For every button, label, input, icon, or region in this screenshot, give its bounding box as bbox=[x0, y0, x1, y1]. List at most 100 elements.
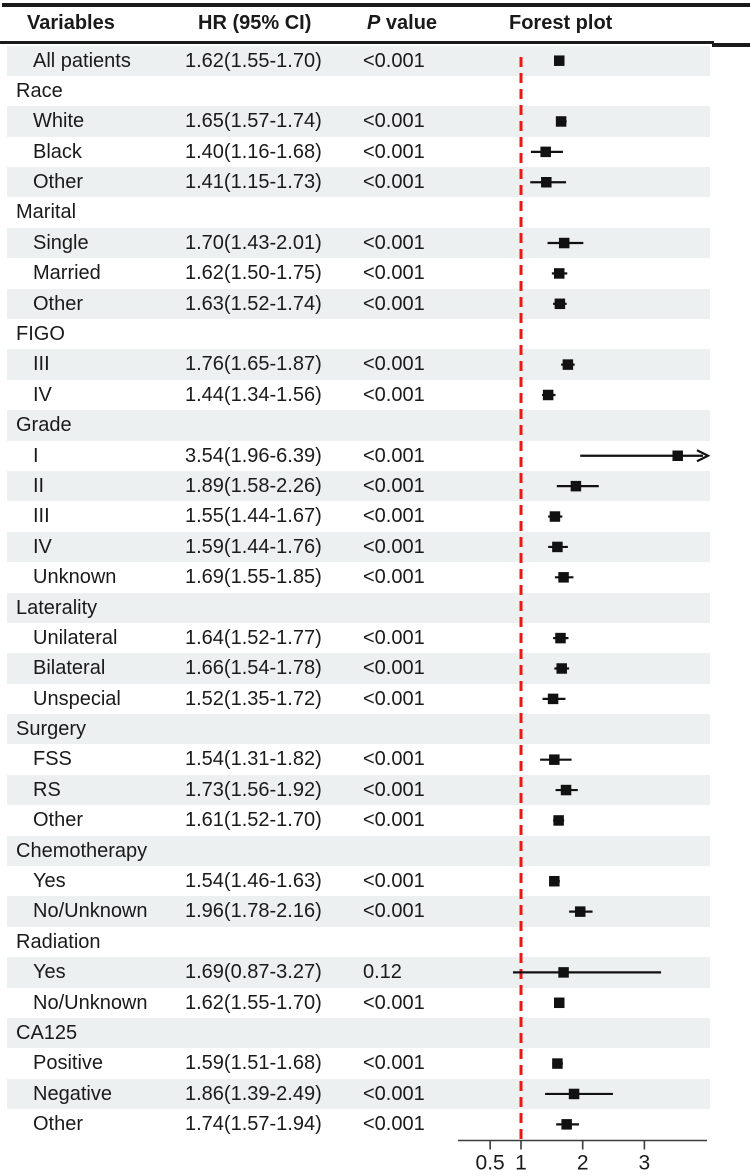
table-row: IV 1.59(1.44-1.76) <0.001 bbox=[0, 531, 750, 563]
hr-ci-value: 1.70(1.43-2.01) bbox=[185, 231, 322, 254]
row-stripe bbox=[7, 470, 710, 502]
p-value: <0.001 bbox=[363, 566, 425, 589]
p-value: <0.001 bbox=[363, 657, 425, 680]
hr-ci-value: 1.62(1.55-1.70) bbox=[185, 991, 322, 1014]
hr-ci-value: 3.54(1.96-6.39) bbox=[185, 444, 322, 467]
p-value: <0.001 bbox=[363, 140, 425, 163]
variable-label: Race bbox=[16, 79, 63, 102]
p-value: <0.001 bbox=[363, 778, 425, 801]
variable-label: White bbox=[33, 110, 85, 133]
hr-ci-value: 1.62(1.55-1.70) bbox=[185, 49, 322, 72]
variable-label: Other bbox=[33, 171, 84, 194]
hr-ci-value: 1.52(1.35-1.72) bbox=[185, 687, 322, 710]
column-header-variables: Variables bbox=[27, 12, 115, 34]
p-value: <0.001 bbox=[363, 383, 425, 406]
variable-label: I bbox=[33, 444, 39, 467]
hr-ci-value: 1.64(1.52-1.77) bbox=[185, 626, 322, 649]
variable-label: CA125 bbox=[16, 1021, 78, 1044]
hr-ci-value: 1.89(1.58-2.26) bbox=[185, 474, 322, 497]
table-row: Black 1.40(1.16-1.68) <0.001 bbox=[0, 137, 750, 167]
table-row: Other 1.41(1.15-1.73) <0.001 bbox=[0, 167, 750, 198]
p-value: <0.001 bbox=[363, 1113, 425, 1136]
row-stripe bbox=[7, 592, 710, 623]
variable-label: III bbox=[33, 505, 50, 528]
row-stripe bbox=[7, 957, 710, 988]
variable-label: IV bbox=[33, 535, 52, 558]
table-row: No/Unknown 1.62(1.55-1.70) <0.001 bbox=[0, 988, 750, 1018]
variable-label: FSS bbox=[33, 748, 72, 771]
table-row: Other 1.63(1.52-1.74) <0.001 bbox=[0, 288, 750, 319]
table-row: Yes 1.54(1.46-1.63) <0.001 bbox=[0, 866, 750, 896]
hr-ci-value: 1.66(1.54-1.78) bbox=[185, 657, 322, 680]
hr-ci-value: 1.74(1.57-1.94) bbox=[185, 1113, 322, 1136]
p-value: <0.001 bbox=[363, 353, 425, 376]
hr-ci-value: 1.61(1.52-1.70) bbox=[185, 809, 322, 832]
table-row: III 1.55(1.44-1.67) <0.001 bbox=[0, 501, 750, 531]
row-stripe bbox=[7, 714, 710, 745]
row-stripe bbox=[7, 288, 710, 319]
group-row: Surgery bbox=[0, 714, 750, 745]
variable-label: Chemotherapy bbox=[16, 839, 148, 862]
p-italic: P bbox=[367, 12, 381, 34]
hr-ci-value: 1.40(1.16-1.68) bbox=[185, 140, 322, 163]
p-value: <0.001 bbox=[363, 687, 425, 710]
table-row: III 1.76(1.65-1.87) <0.001 bbox=[0, 349, 750, 380]
variable-label: III bbox=[33, 353, 50, 376]
p-value: <0.001 bbox=[363, 748, 425, 771]
p-value: <0.001 bbox=[363, 262, 425, 285]
table-row: RS 1.73(1.56-1.92) <0.001 bbox=[0, 774, 750, 806]
variable-label: Unknown bbox=[33, 566, 117, 589]
hr-ci-value: 1.63(1.52-1.74) bbox=[185, 292, 322, 315]
p-value: <0.001 bbox=[363, 49, 425, 72]
table-row: II 1.89(1.58-2.26) <0.001 bbox=[0, 470, 750, 502]
hr-ci-value: 1.41(1.15-1.73) bbox=[185, 171, 322, 194]
variable-label: Yes bbox=[33, 870, 66, 893]
variable-label: Black bbox=[33, 140, 82, 163]
p-value: 0.12 bbox=[363, 961, 402, 984]
p-value: <0.001 bbox=[363, 474, 425, 497]
row-stripe bbox=[7, 896, 710, 927]
group-row: Laterality bbox=[0, 592, 750, 623]
hr-ci-value: 1.55(1.44-1.67) bbox=[185, 505, 322, 528]
header-rule-notch bbox=[712, 43, 750, 47]
variable-label: No/Unknown bbox=[33, 900, 148, 923]
column-header-pvalue: P value bbox=[367, 10, 437, 36]
row-stripe bbox=[7, 227, 710, 259]
group-row: CA125 bbox=[0, 1017, 750, 1049]
variable-label: Single bbox=[33, 231, 89, 254]
variable-label: FIGO bbox=[16, 323, 65, 345]
variable-label: Other bbox=[33, 1113, 84, 1136]
p-value: <0.001 bbox=[363, 870, 425, 893]
p-value: <0.001 bbox=[363, 110, 425, 133]
p-value: <0.001 bbox=[363, 505, 425, 528]
hr-ci-value: 1.54(1.46-1.63) bbox=[185, 870, 322, 893]
row-stripe bbox=[7, 774, 710, 806]
table-row: No/Unknown 1.96(1.78-2.16) <0.001 bbox=[0, 896, 750, 927]
p-value: <0.001 bbox=[363, 1082, 425, 1105]
hr-ci-value: 1.96(1.78-2.16) bbox=[185, 900, 322, 923]
table-row: Single 1.70(1.43-2.01) <0.001 bbox=[0, 227, 750, 259]
p-value: <0.001 bbox=[363, 292, 425, 315]
variable-label: IV bbox=[33, 383, 52, 406]
table-row: Negative 1.86(1.39-2.49) <0.001 bbox=[0, 1078, 750, 1110]
group-row: Marital bbox=[0, 197, 750, 227]
p-value: <0.001 bbox=[363, 1052, 425, 1075]
header-rule bbox=[0, 41, 714, 44]
variable-label: Unilateral bbox=[33, 626, 118, 649]
p-value: <0.001 bbox=[363, 444, 425, 467]
variable-label: Marital bbox=[16, 201, 77, 224]
row-stripe bbox=[7, 1017, 710, 1049]
variable-label: II bbox=[33, 474, 45, 497]
hr-ci-value: 1.54(1.31-1.82) bbox=[185, 748, 322, 771]
group-row: Grade bbox=[0, 410, 750, 441]
hr-ci-value: 1.86(1.39-2.49) bbox=[185, 1082, 322, 1105]
hr-ci-value: 1.59(1.51-1.68) bbox=[185, 1052, 322, 1075]
p-value: <0.001 bbox=[363, 535, 425, 558]
top-rule bbox=[2, 3, 750, 7]
p-value: <0.001 bbox=[363, 991, 425, 1014]
table-row: Positive 1.59(1.51-1.68) <0.001 bbox=[0, 1048, 750, 1078]
variable-label: Negative bbox=[33, 1082, 112, 1105]
row-stripe bbox=[7, 45, 710, 76]
hr-ci-value: 1.69(0.87-3.27) bbox=[185, 961, 322, 984]
